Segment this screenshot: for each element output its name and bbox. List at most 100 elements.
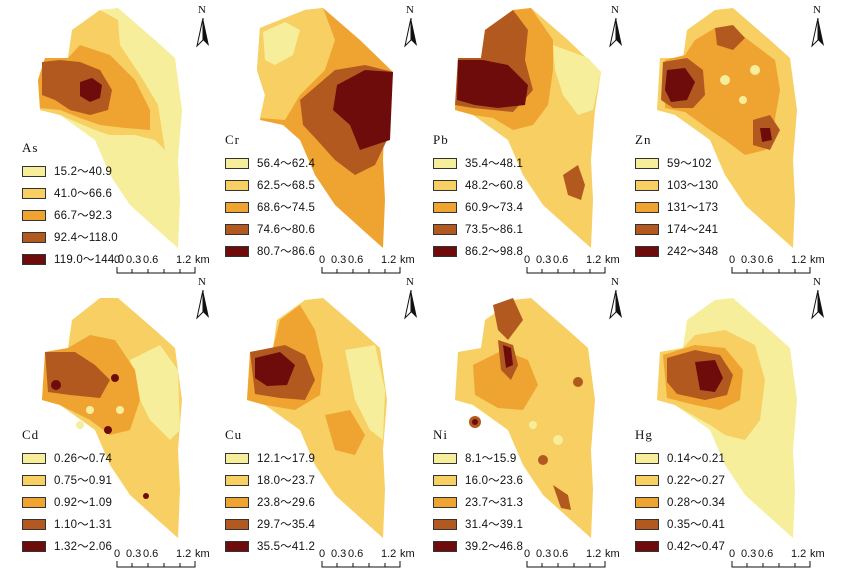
north-letter: N bbox=[611, 4, 619, 16]
swatch-1 bbox=[433, 157, 457, 169]
swatch-1 bbox=[635, 452, 659, 464]
scale-unit: km bbox=[810, 548, 825, 560]
scale-tick-1: 0.3 bbox=[331, 548, 347, 560]
legend-row: 92.4～118.0 bbox=[22, 226, 124, 248]
swatch-3 bbox=[225, 201, 249, 213]
north-letter: N bbox=[406, 4, 414, 16]
legend-row: 242～348 bbox=[635, 240, 718, 262]
legend-title: Zn bbox=[635, 132, 652, 147]
scale-tick-2: 0.6 bbox=[553, 548, 569, 560]
legend-row: 31.4～39.1 bbox=[433, 513, 523, 535]
swatch-3 bbox=[22, 496, 46, 508]
range-label: 0.92～1.09 bbox=[54, 497, 113, 509]
range-label: 74.6～80.6 bbox=[257, 224, 316, 236]
range-label: 68.6～74.5 bbox=[257, 202, 316, 214]
scale-unit: km bbox=[195, 548, 210, 560]
legend-row: 59～102 bbox=[635, 152, 718, 174]
map-cr bbox=[257, 8, 393, 248]
scale-tick-0: 0 bbox=[729, 254, 736, 266]
map-as bbox=[38, 8, 182, 248]
swatch-5 bbox=[433, 245, 457, 257]
north-letter: N bbox=[813, 4, 821, 16]
swatch-1 bbox=[22, 452, 46, 464]
legend-row: 68.6～74.5 bbox=[225, 196, 315, 218]
legend-row: 8.1～15.9 bbox=[433, 447, 523, 469]
legend-row: 62.5～68.5 bbox=[225, 174, 315, 196]
legend-row: 80.7～86.6 bbox=[225, 240, 315, 262]
swatch-1 bbox=[433, 452, 457, 464]
map-cu bbox=[247, 298, 387, 538]
range-label: 0.28～0.34 bbox=[667, 497, 726, 509]
legend-cr: Cr 56.4～62.4 62.5～68.5 68.6～74.5 74.6～80… bbox=[225, 132, 315, 262]
swatch-3 bbox=[433, 496, 457, 508]
legend-row: 0.26～0.74 bbox=[22, 447, 112, 469]
scale-bar: 0 0.3 0.6 1.2 km bbox=[524, 254, 636, 280]
north-arrow: N bbox=[401, 4, 421, 48]
range-label: 60.9～73.4 bbox=[465, 202, 524, 214]
map-panel-cr: N Cr 56.4～62.4 62.5～68.5 68.6～74.5 74.6～… bbox=[205, 0, 417, 290]
legend-hg: Hg 0.14～0.21 0.22～0.27 0.28～0.34 0.35～0.… bbox=[635, 427, 725, 557]
scale-bar: 0 0.3 0.6 1.2 km bbox=[729, 254, 841, 280]
legend-pb: Pb 35.4～48.1 48.2～60.8 60.9～73.4 73.5～86… bbox=[433, 132, 523, 262]
range-label: 0.75～0.91 bbox=[54, 475, 113, 487]
legend-row: 119.0～144.0 bbox=[22, 248, 124, 270]
range-label: 23.7～31.3 bbox=[465, 497, 524, 509]
swatch-5 bbox=[225, 540, 249, 552]
swatch-4 bbox=[22, 518, 46, 530]
legend-row: 0.14～0.21 bbox=[635, 447, 725, 469]
map-panel-pb: N Pb 35.4～48.1 48.2～60.8 60.9～73.4 73.5～… bbox=[413, 0, 623, 290]
range-label: 1.10～1.31 bbox=[54, 519, 113, 531]
legend-row: 15.2～40.9 bbox=[22, 160, 124, 182]
legend-title: Hg bbox=[635, 427, 653, 442]
north-arrow: N bbox=[401, 276, 421, 320]
scale-tick-0: 0 bbox=[524, 254, 531, 266]
range-label: 242～348 bbox=[667, 246, 719, 258]
scale-unit: km bbox=[810, 254, 825, 266]
legend-row: 48.2～60.8 bbox=[433, 174, 523, 196]
legend-row: 86.2～98.8 bbox=[433, 240, 523, 262]
swatch-4 bbox=[433, 518, 457, 530]
swatch-2 bbox=[433, 474, 457, 486]
range-label: 16.0～23.6 bbox=[465, 475, 524, 487]
range-label: 35.5～41.2 bbox=[257, 541, 316, 553]
legend-title: Cr bbox=[225, 132, 240, 147]
swatch-2 bbox=[433, 179, 457, 191]
scale-tick-0: 0 bbox=[319, 254, 326, 266]
map-panel-cd: N Cd 0.26～0.74 0.75～0.91 0.92～1.09 1.10～… bbox=[0, 276, 210, 580]
range-label: 131～173 bbox=[667, 202, 719, 214]
scale-unit: km bbox=[400, 254, 415, 266]
scale-tick-2: 0.6 bbox=[348, 548, 364, 560]
scale-bar: 0 0.3 0.6 1.2 km bbox=[114, 254, 226, 280]
scale-tick-0: 0 bbox=[114, 548, 121, 560]
map-panel-ni: N Ni 8.1～15.9 16.0～23.6 23.7～31.3 31.4～3… bbox=[413, 276, 623, 580]
swatch-3 bbox=[433, 201, 457, 213]
north-letter: N bbox=[611, 276, 619, 288]
map-panel-as: N As 15.2～40.9 41.0～66.6 66.7～92.3 92.4～… bbox=[0, 0, 210, 290]
legend-row: 0.35～0.41 bbox=[635, 513, 725, 535]
legend-row: 41.0～66.6 bbox=[22, 182, 124, 204]
legend-title: Pb bbox=[433, 132, 449, 147]
range-label: 48.2～60.8 bbox=[465, 180, 524, 192]
north-arrow: N bbox=[193, 4, 213, 48]
legend-row: 0.92～1.09 bbox=[22, 491, 112, 513]
legend-title: As bbox=[22, 140, 39, 155]
scale-bar: 0 0.3 0.6 1.2 km bbox=[114, 548, 226, 574]
north-arrow: N bbox=[808, 4, 828, 48]
swatch-4 bbox=[22, 231, 46, 243]
scale-tick-3: 1.2 bbox=[586, 254, 602, 266]
swatch-2 bbox=[225, 474, 249, 486]
north-letter: N bbox=[813, 276, 821, 288]
scale-tick-1: 0.3 bbox=[126, 548, 142, 560]
scale-unit: km bbox=[400, 548, 415, 560]
range-label: 0.42～0.47 bbox=[667, 541, 726, 553]
map-zn bbox=[657, 8, 797, 248]
legend-cu: Cu 12.1～17.9 18.0～23.7 23.8～29.6 29.7～35… bbox=[225, 427, 315, 557]
scale-tick-2: 0.6 bbox=[143, 254, 159, 266]
scale-tick-1: 0.3 bbox=[536, 548, 552, 560]
range-label: 0.22～0.27 bbox=[667, 475, 726, 487]
legend-row: 1.32～2.06 bbox=[22, 535, 112, 557]
swatch-1 bbox=[225, 452, 249, 464]
scale-tick-3: 1.2 bbox=[381, 254, 397, 266]
legend-row: 174～241 bbox=[635, 218, 718, 240]
legend-row: 0.75～0.91 bbox=[22, 469, 112, 491]
